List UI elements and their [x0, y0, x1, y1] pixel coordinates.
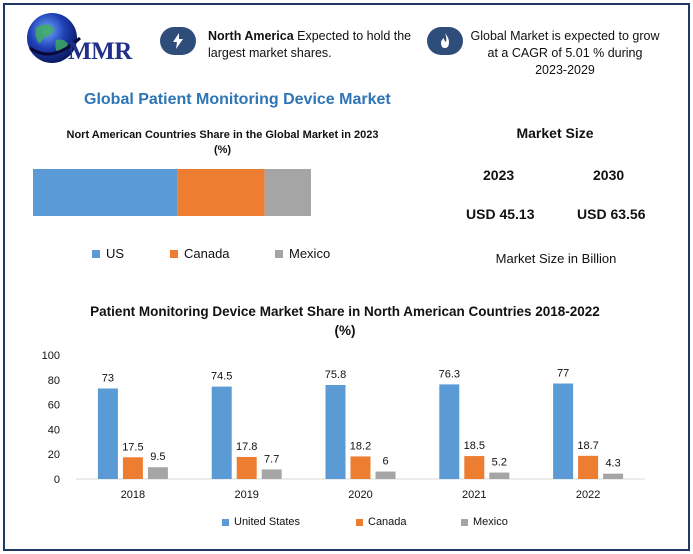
share-bar-segment-us	[33, 169, 178, 216]
bar-2020-mexico	[375, 471, 396, 479]
north-america-info: North America Expected to hold the large…	[208, 28, 418, 62]
bar-legend-label-mexico: Mexico	[473, 516, 508, 528]
bar-2018-mexico	[147, 467, 168, 479]
market-value-2030: USD 63.56	[577, 206, 646, 222]
data-label: 4.3	[605, 458, 620, 470]
data-label: 17.8	[236, 441, 257, 453]
share-bar-segment-mexico	[264, 169, 311, 216]
bar-legend-swatch-mexico	[461, 518, 468, 526]
legend-mexico: Mexico	[275, 246, 330, 261]
y-tick-label: 0	[54, 474, 60, 486]
bar-legend-united-states: United States	[222, 516, 300, 528]
legend-canada: Canada	[170, 246, 230, 261]
data-label: 18.5	[464, 440, 485, 452]
x-tick-label: 2018	[121, 489, 145, 501]
bar-2022-united-states	[553, 383, 574, 479]
bar-legend-label-canada: Canada	[368, 516, 407, 528]
data-label: 17.5	[122, 441, 143, 453]
market-year-2023: 2023	[483, 167, 515, 183]
mmr-logo: MMR	[22, 8, 148, 68]
y-tick-label: 60	[48, 400, 60, 412]
info-bold-text: North America	[208, 29, 294, 43]
share-chart-title: Nort American Countries Share in the Glo…	[66, 129, 379, 156]
x-tick-label: 2019	[234, 489, 258, 501]
bar-legend-canada: Canada	[356, 516, 407, 528]
bar-legend-swatch-canada	[356, 518, 363, 526]
bar-2021-mexico	[489, 472, 510, 479]
data-label: 74.5	[211, 371, 232, 383]
bar-chart-title: Patient Monitoring Device Market Share i…	[90, 304, 600, 338]
globe-icon	[27, 13, 82, 63]
data-label: 6	[382, 456, 388, 468]
data-label: 7.7	[264, 453, 279, 465]
bar-legend-label-us: United States	[234, 516, 301, 528]
bar-2020-united-states	[325, 385, 346, 479]
share-bar-segment-canada	[177, 169, 265, 216]
market-size-title: Market Size	[516, 125, 594, 141]
legend-us: US	[92, 246, 124, 261]
bar-legend-mexico: Mexico	[461, 516, 508, 528]
lightning-bolt-icon	[160, 27, 196, 55]
data-label: 77	[557, 368, 569, 380]
bar-2018-canada	[122, 457, 143, 479]
cagr-info: Global Market is expected to grow at a C…	[470, 29, 660, 77]
legend-swatch-mexico	[275, 249, 283, 258]
market-year-2030: 2030	[593, 167, 625, 183]
y-tick-label: 40	[48, 424, 60, 436]
flame-icon	[427, 27, 463, 55]
bar-2019-united-states	[211, 386, 232, 479]
legend-label-canada: Canada	[184, 246, 230, 261]
legend-swatch-canada	[170, 249, 178, 258]
data-label: 75.8	[325, 369, 346, 381]
bar-2019-canada	[236, 456, 257, 479]
info-text: Expected to hold the largest market shar…	[208, 29, 412, 60]
bar-2021-united-states	[439, 384, 460, 479]
market-size-note: Market Size in Billion	[495, 251, 617, 266]
y-tick-label: 20	[48, 449, 60, 461]
x-tick-label: 2020	[348, 489, 372, 501]
legend-swatch-us	[92, 249, 100, 258]
bar-2022-canada	[578, 455, 599, 479]
x-tick-label: 2022	[576, 489, 600, 501]
bar-2021-canada	[464, 456, 485, 479]
page-title: Global Patient Monitoring Device Market	[84, 91, 391, 108]
y-tick-label: 80	[48, 375, 60, 387]
bar-2018-united-states	[97, 388, 118, 479]
y-tick-label: 100	[42, 350, 60, 362]
bar-2019-mexico	[261, 469, 282, 479]
x-tick-label: 2021	[462, 489, 486, 501]
data-label: 76.3	[439, 368, 460, 380]
bar-legend-swatch-us	[222, 518, 229, 526]
bar-2022-mexico	[603, 473, 624, 479]
logo-text: MMR	[68, 38, 132, 65]
data-label: 73	[102, 372, 114, 384]
data-label: 5.2	[492, 457, 507, 469]
bar-2020-canada	[350, 456, 371, 479]
data-label: 18.2	[350, 440, 371, 452]
data-label: 18.7	[577, 440, 598, 452]
data-label: 9.5	[150, 451, 165, 463]
market-value-2023: USD 45.13	[466, 206, 535, 222]
legend-label-us: US	[106, 246, 125, 261]
legend-label-mexico: Mexico	[289, 246, 331, 261]
infographic-frame	[3, 3, 690, 551]
